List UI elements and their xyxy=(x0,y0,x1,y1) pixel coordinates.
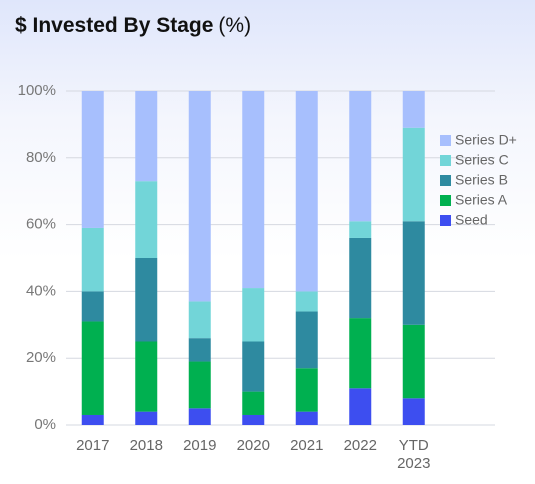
bar-segment xyxy=(349,318,372,389)
bar-segment xyxy=(402,127,425,222)
x-tick-label: 2022 xyxy=(343,437,377,454)
bar-segment xyxy=(188,91,211,302)
bar-segment xyxy=(188,301,211,339)
legend-label: Seed xyxy=(455,212,488,228)
bar-segment xyxy=(402,398,425,425)
y-tick-label: 20% xyxy=(26,349,56,366)
title-suffix: (%) xyxy=(218,14,251,37)
y-tick-label: 80% xyxy=(26,149,56,166)
y-tick-label: 40% xyxy=(26,282,56,299)
bar-segment xyxy=(81,227,104,292)
bar-segment xyxy=(188,408,211,425)
legend-swatch xyxy=(440,135,451,146)
bar-segment xyxy=(242,91,265,289)
bar-segment xyxy=(135,341,158,412)
x-tick-label: 2018 xyxy=(129,437,163,454)
bar-segment xyxy=(349,221,372,238)
bar-segment xyxy=(81,321,104,415)
bar-segment xyxy=(81,291,104,322)
bar-segment xyxy=(242,341,265,392)
x-tick-label: 2021 xyxy=(290,437,324,454)
y-tick-label: 100% xyxy=(18,82,56,99)
bar-segment xyxy=(81,414,104,425)
x-tick-label: 2019 xyxy=(183,437,217,454)
x-tick-label: 2020 xyxy=(236,437,270,454)
legend-swatch xyxy=(440,195,451,206)
bar-segment xyxy=(135,181,158,258)
bar-segment xyxy=(188,338,211,362)
bar-segment xyxy=(402,221,425,325)
legend-label: Series B xyxy=(455,172,508,188)
bar-segment xyxy=(135,411,158,425)
legend-label: Series C xyxy=(455,152,509,168)
bar-segment xyxy=(295,91,318,292)
bar-segment xyxy=(188,361,211,409)
legend-label: Series D+ xyxy=(455,132,517,148)
legend-swatch xyxy=(440,215,451,226)
bar-segment xyxy=(402,324,425,399)
legend-swatch xyxy=(440,175,451,186)
bar-segment xyxy=(295,291,318,312)
chart-title: $ Invested By Stage (%) xyxy=(15,14,251,37)
title-main: $ Invested By Stage xyxy=(15,14,213,37)
bar-segment xyxy=(295,411,318,425)
bar-segment xyxy=(349,91,372,222)
bar-segment xyxy=(349,237,372,319)
bar-segment xyxy=(295,368,318,412)
bar-segment xyxy=(242,288,265,342)
bar-segment xyxy=(349,388,372,425)
legend-label: Series A xyxy=(455,192,508,208)
x-tick-label: YTD 2023 xyxy=(397,437,431,472)
legend-swatch xyxy=(440,155,451,166)
bar-segment xyxy=(242,414,265,425)
bar-segment xyxy=(81,91,104,228)
bar-segment xyxy=(135,91,158,182)
y-tick-label: 0% xyxy=(34,416,56,433)
y-tick-label: 60% xyxy=(26,216,56,233)
bar-segment xyxy=(242,391,265,415)
bar-segment xyxy=(135,258,158,342)
bar-segment xyxy=(402,91,425,128)
bar-segment xyxy=(295,311,318,369)
x-tick-label: 2017 xyxy=(76,437,110,454)
